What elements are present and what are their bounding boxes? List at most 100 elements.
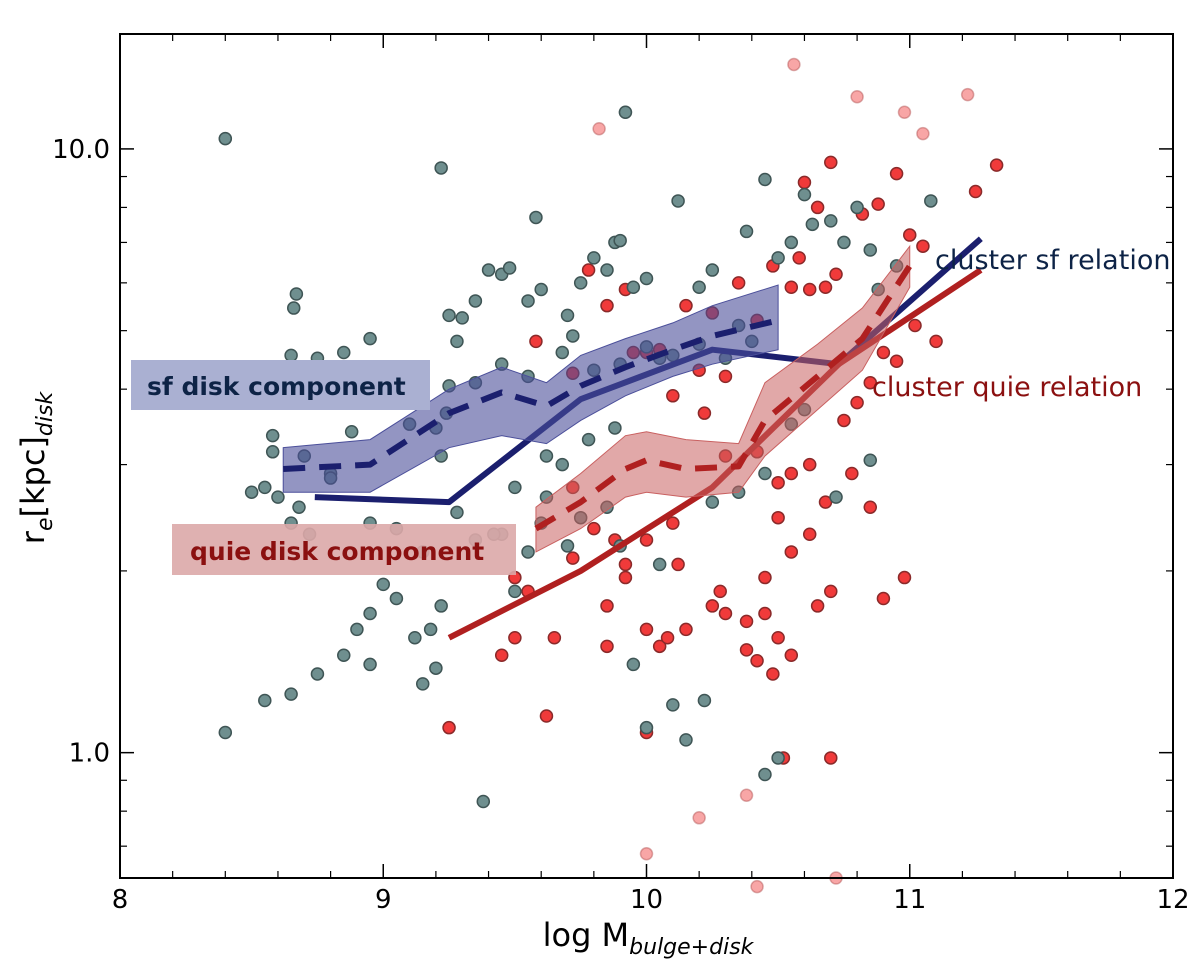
sf-point bbox=[771, 751, 785, 765]
quie-point bbox=[903, 228, 917, 242]
sf-point bbox=[692, 280, 706, 295]
sf-point bbox=[705, 263, 720, 277]
quie-point bbox=[639, 533, 654, 547]
quie-point bbox=[784, 280, 799, 295]
quie-point bbox=[908, 318, 922, 333]
sf-point bbox=[618, 105, 633, 120]
quie-point bbox=[758, 606, 772, 621]
sf-point bbox=[705, 495, 720, 509]
sf-point bbox=[408, 630, 422, 645]
quie-point bbox=[863, 375, 878, 390]
sf-point bbox=[265, 428, 280, 443]
x-axis-label: log Mbulge+disk bbox=[543, 916, 755, 960]
sf-point bbox=[363, 331, 377, 346]
quie-point bbox=[784, 466, 799, 481]
x-tick-label: 10 bbox=[630, 885, 663, 915]
sf-point bbox=[560, 539, 575, 553]
sf-point bbox=[389, 591, 404, 606]
sf-point bbox=[468, 294, 483, 308]
quie-point bbox=[587, 521, 601, 536]
quie-point bbox=[705, 599, 720, 613]
sf-point bbox=[415, 677, 430, 691]
quie-point bbox=[771, 510, 785, 525]
quie-point bbox=[718, 369, 733, 384]
y-tick-label: 10.0 bbox=[52, 135, 110, 165]
sf-point bbox=[476, 794, 491, 809]
faint-quie-point bbox=[739, 788, 754, 803]
quie-point bbox=[810, 200, 825, 215]
faint-quie-point bbox=[592, 121, 606, 136]
quie-point bbox=[660, 630, 675, 645]
sf-point bbox=[758, 767, 772, 782]
y-axis-label-main: r bbox=[14, 530, 52, 544]
plot-layer bbox=[218, 57, 1004, 894]
sf-point bbox=[639, 720, 654, 735]
sf-point bbox=[560, 308, 575, 323]
quie-point bbox=[547, 630, 562, 645]
sf-point bbox=[587, 251, 601, 265]
quie-point bbox=[897, 570, 912, 585]
sf-point bbox=[534, 282, 548, 297]
sf-point bbox=[784, 235, 799, 250]
sf-point bbox=[337, 345, 351, 360]
quie-point bbox=[824, 751, 838, 765]
quie-point bbox=[802, 282, 817, 297]
sf-point bbox=[566, 329, 580, 343]
quie-point bbox=[766, 667, 780, 681]
quie-disk-component-label: quie disk component bbox=[190, 537, 484, 566]
sf-point bbox=[423, 622, 438, 637]
sf-point bbox=[626, 657, 641, 672]
quie-point bbox=[679, 622, 693, 637]
quie-disk-component-line bbox=[534, 264, 913, 532]
y-axis-label-e: e bbox=[33, 517, 58, 531]
quie-point bbox=[666, 516, 680, 530]
quie-point bbox=[600, 298, 614, 313]
sf-point bbox=[429, 661, 443, 675]
faint-quie-point bbox=[787, 57, 801, 72]
quie-point bbox=[824, 155, 838, 170]
sf-point bbox=[337, 648, 351, 662]
sf-point bbox=[376, 577, 390, 592]
quie-point bbox=[916, 239, 930, 253]
quie-point bbox=[797, 175, 812, 190]
quie-point bbox=[713, 584, 727, 599]
quie-point bbox=[581, 263, 596, 277]
sf-point bbox=[521, 294, 535, 308]
quie-point bbox=[529, 334, 543, 349]
sf-point bbox=[350, 622, 364, 637]
quie-point bbox=[810, 599, 825, 613]
sf-point bbox=[863, 243, 878, 257]
sf-point bbox=[771, 251, 785, 265]
quie-point bbox=[697, 406, 712, 420]
faint-quie-point bbox=[960, 87, 975, 102]
sf-disk-component-box bbox=[131, 360, 430, 410]
sf-point bbox=[529, 210, 543, 225]
quie-point bbox=[750, 653, 764, 668]
sf-point bbox=[310, 667, 325, 681]
quie-point bbox=[929, 334, 943, 349]
sf-point bbox=[679, 733, 693, 747]
quie-point bbox=[989, 158, 1004, 172]
sf-point bbox=[292, 500, 306, 514]
quie-point bbox=[666, 389, 680, 403]
sf-point bbox=[539, 449, 554, 463]
y-axis-label: re[kpc]disk bbox=[14, 391, 58, 545]
sf-point bbox=[481, 263, 496, 277]
cluster-quie-relation-label: cluster quie relation bbox=[872, 372, 1142, 403]
sf-point bbox=[863, 453, 878, 468]
quie-point bbox=[508, 630, 522, 645]
quie-disk-component-box bbox=[172, 524, 516, 575]
sf-point bbox=[284, 348, 298, 363]
sf-point bbox=[434, 161, 448, 175]
faint-quie-point bbox=[639, 847, 654, 861]
sf-point bbox=[218, 725, 233, 740]
sf-point bbox=[805, 217, 820, 232]
x-axis-label-sub: bulge+disk bbox=[629, 935, 754, 960]
sf-point bbox=[258, 480, 272, 495]
quie-point bbox=[679, 298, 693, 313]
faint-quie-point bbox=[916, 126, 930, 141]
sf-point bbox=[508, 584, 522, 599]
quie-point bbox=[771, 475, 785, 490]
x-tick-label: 8 bbox=[112, 885, 129, 915]
sf-point bbox=[289, 287, 304, 301]
